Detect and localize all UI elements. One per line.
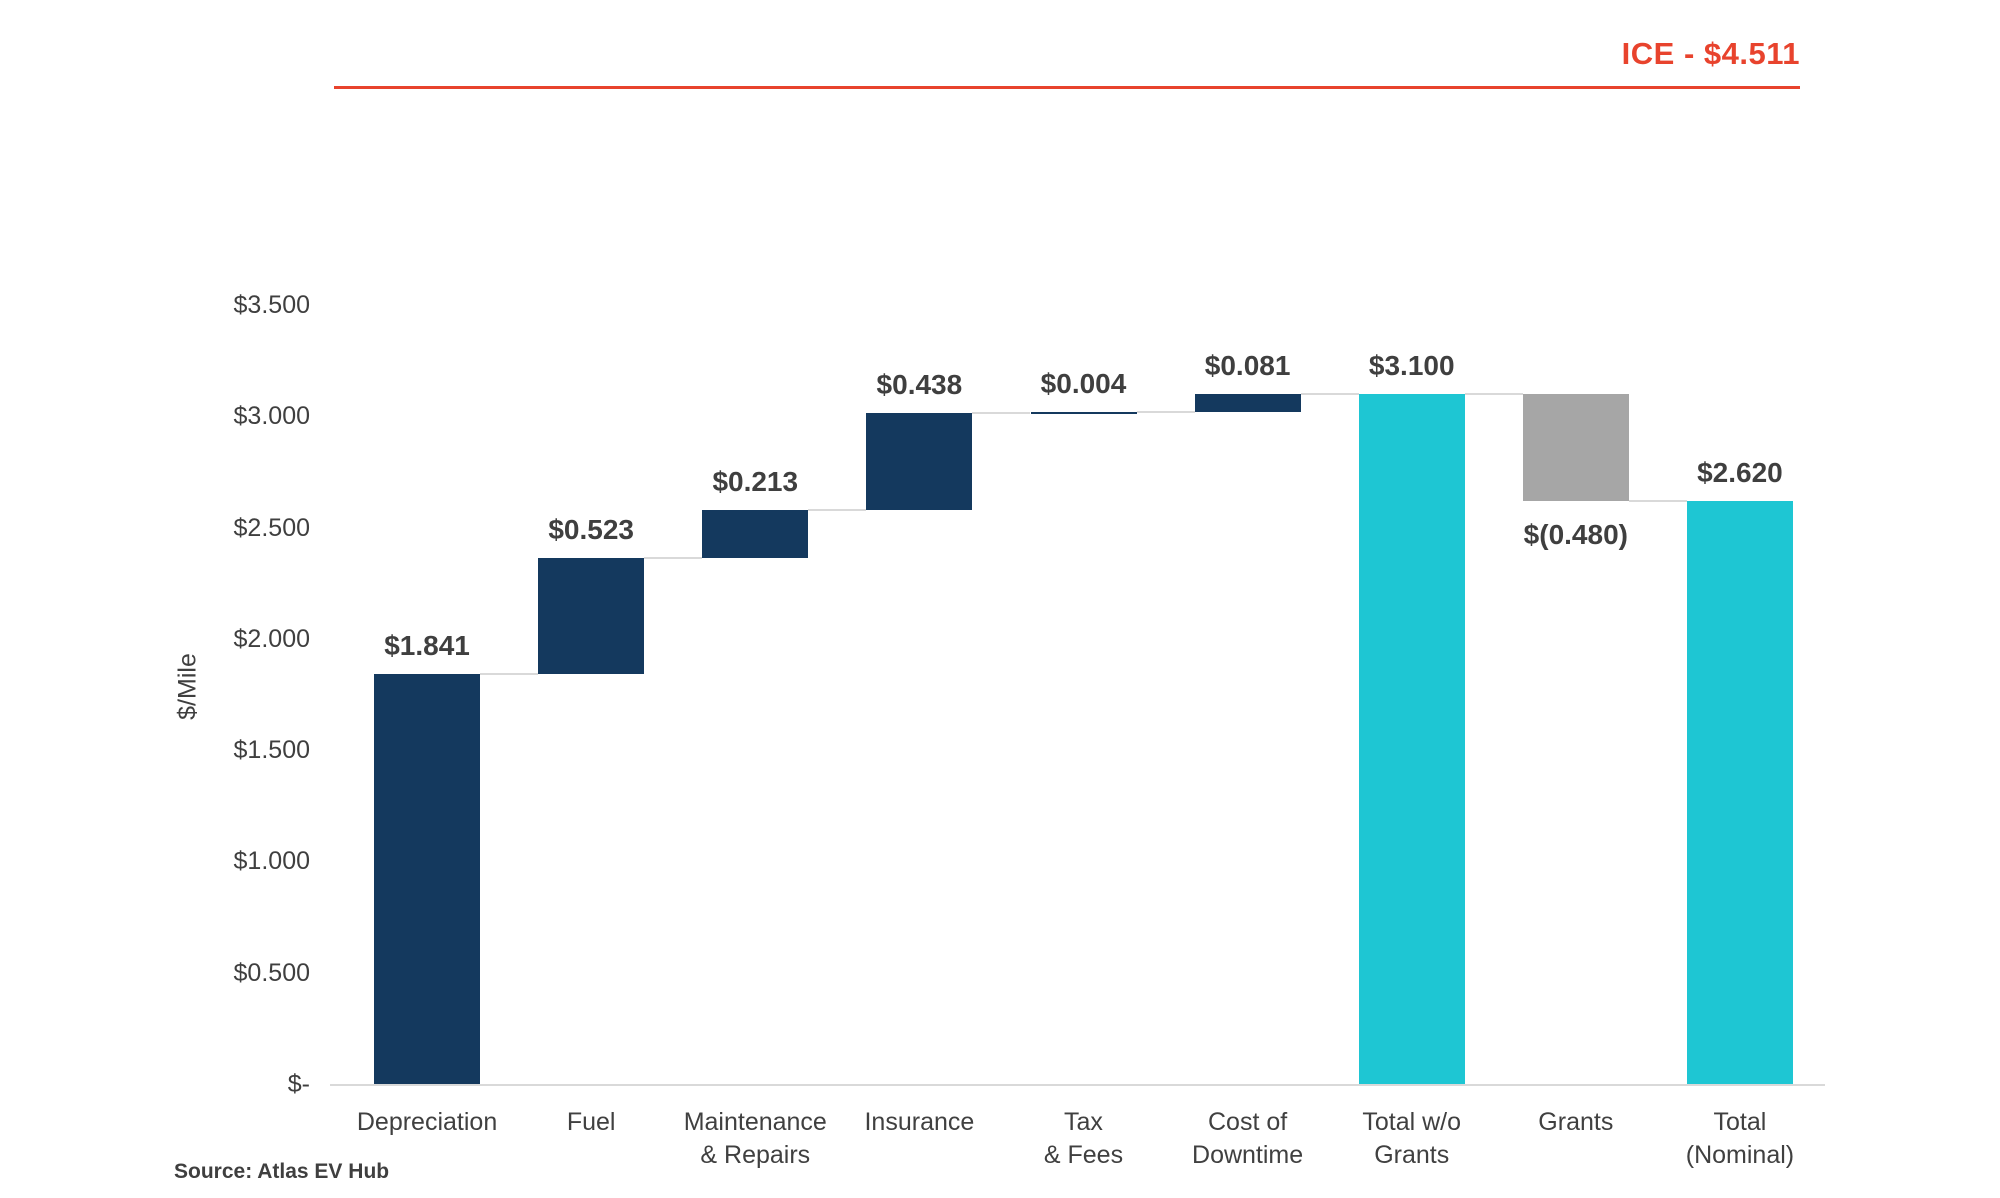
connector-line [1300,393,1359,396]
x-axis-category-label-line: & Repairs [700,1141,811,1169]
bar-cost-of-downtime [1194,394,1301,413]
x-axis-category-label-grants: Grants [1474,1106,1678,1139]
bar-insurance [866,412,973,511]
x-axis-category-label-line: Depreciation [356,1108,498,1136]
x-axis-category-label-cost-of-downtime: Cost of Downtime [1146,1106,1350,1172]
bar-fuel [538,557,645,675]
y-axis-tick-label: $- [287,1070,310,1098]
connector-line [808,509,867,512]
bar-value-label-total-w-o-grants: $3.100 [1368,350,1455,382]
x-axis-line [330,1084,1825,1086]
x-axis-category-label-line: Insurance [864,1108,975,1136]
x-axis-category-label-line: Downtime [1192,1141,1304,1169]
x-axis-category-label-line: Cost of [1208,1108,1288,1136]
connector-line [644,556,703,559]
bar-value-label-fuel: $0.523 [548,513,634,545]
source-note: Source: Atlas EV Hub [174,1160,390,1183]
x-axis-category-label-line: Maintenance [683,1108,827,1136]
y-axis-tick-label: $1.500 [233,736,310,765]
connector-line [972,411,1031,414]
bar-value-label-depreciation: $1.841 [384,630,470,662]
x-axis-category-label-depreciation: Depreciation [325,1106,529,1139]
x-axis-category-label-line: Grants [1538,1108,1614,1136]
x-axis-category-label-fuel: Fuel [489,1106,693,1139]
x-axis-category-label-insurance: Insurance [817,1106,1021,1139]
connector-line [1628,499,1687,502]
x-axis-category-label-line: Total [1713,1108,1767,1136]
ice-reference-line [334,86,1800,89]
bar-total-w-o-grants [1358,394,1465,1084]
bar-tax-fees [1030,412,1137,414]
y-axis-tick-label: $3.000 [233,402,310,431]
x-axis-category-label-total-w-o-grants: Total w/o Grants [1310,1106,1514,1172]
y-axis-tick-label: $0.500 [233,958,310,987]
x-axis-category-label-tax-fees: Tax & Fees [981,1106,1185,1172]
bar-value-label-insurance: $0.438 [876,368,963,400]
connector-line [1136,411,1195,414]
x-axis-category-label-line: Tax [1064,1108,1103,1136]
x-axis-category-label-line: & Fees [1043,1141,1124,1169]
bar-grants [1522,394,1629,501]
bar-depreciation [374,674,481,1084]
x-axis-category-label-line: Grants [1374,1141,1450,1169]
ice-reference-label: ICE - $4.511 [1621,36,1800,71]
x-axis-category-label-line: (Nominal) [1685,1141,1795,1169]
connector-line [480,673,539,676]
x-axis-category-label-total-nominal: Total (Nominal) [1638,1106,1842,1172]
bar-maintenance-repairs [702,510,809,558]
x-axis-category-label-line: Fuel [566,1108,616,1136]
connector-line [1464,393,1523,396]
x-axis-category-label-line: Total w/o [1362,1108,1462,1136]
bar-value-label-cost-of-downtime: $0.081 [1204,350,1291,382]
y-axis-tick-label: $1.000 [233,847,310,876]
bar-value-label-grants: $(0.480) [1523,518,1628,550]
y-axis-tick-label: $2.000 [233,624,310,653]
y-axis-tick-label: $2.500 [233,513,310,542]
bar-value-label-tax-fees: $0.004 [1040,368,1127,400]
bar-value-label-total-nominal: $2.620 [1697,456,1783,488]
x-axis-category-label-maintenance-repairs: Maintenance & Repairs [653,1106,857,1172]
bar-total-nominal [1686,500,1793,1084]
y-axis-tick-label: $3.500 [233,291,310,319]
bar-value-label-maintenance-repairs: $0.213 [712,466,799,498]
